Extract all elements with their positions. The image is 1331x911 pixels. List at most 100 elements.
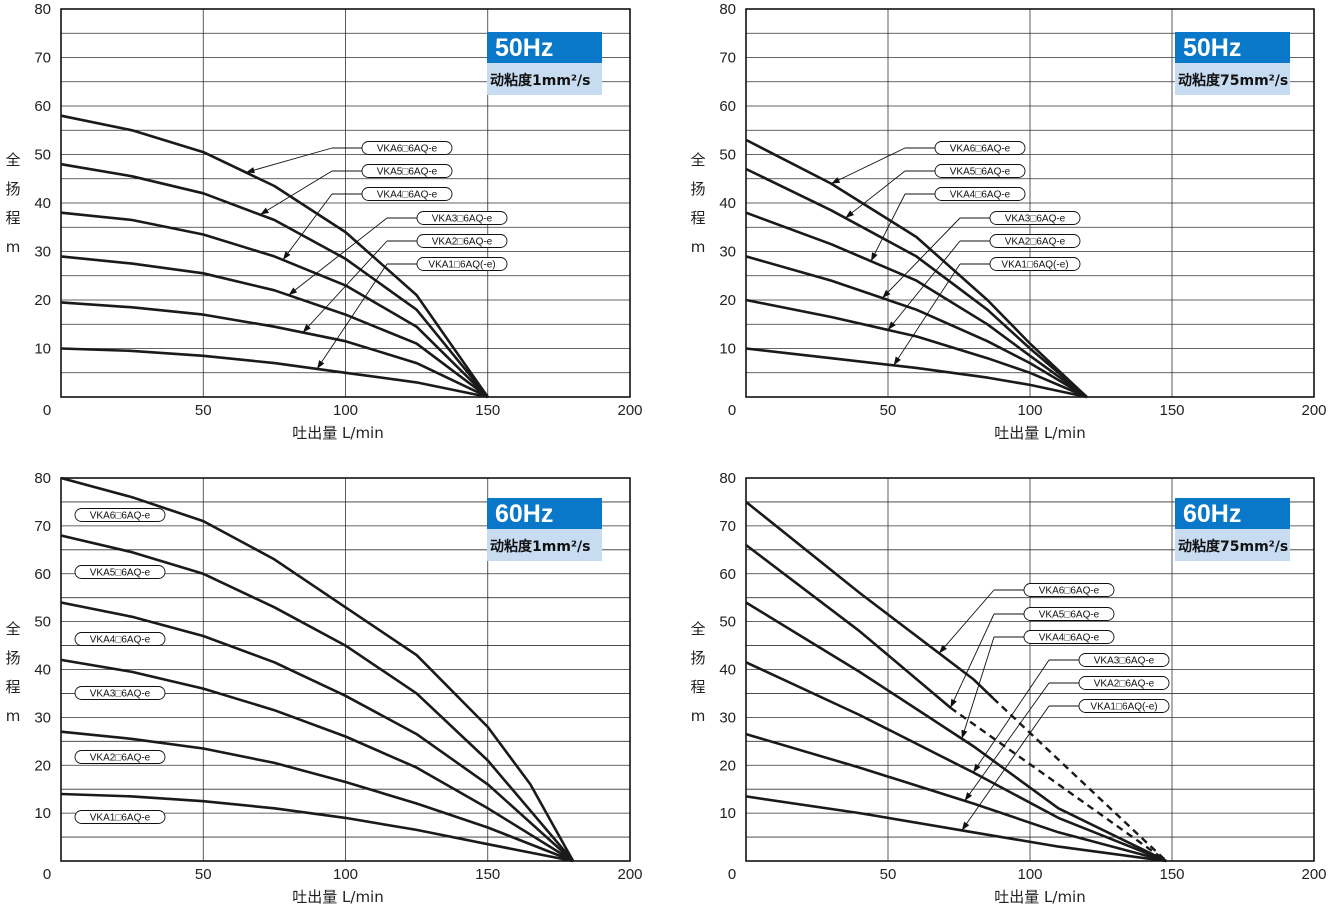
series-label: VKA3□6AQ-e bbox=[432, 214, 493, 225]
y-tick-label: 10 bbox=[34, 805, 51, 822]
y-axis-title-char: 程 bbox=[690, 678, 705, 696]
leader-line bbox=[881, 217, 961, 299]
curve-1 bbox=[745, 795, 1167, 863]
badge-frequency: 50Hz bbox=[1183, 34, 1241, 62]
x-axis-title: 吐出量 L/min bbox=[292, 888, 383, 906]
chart-panel-top-left: 10 20 30 40 50 60 70 80 0 50 100 150 200 吐出量 L/min 全扬程… bbox=[5, 1, 642, 442]
curve-1 bbox=[60, 347, 489, 399]
x-tick-label: 200 bbox=[1301, 866, 1326, 883]
series-label: VKA4□6AQ-e bbox=[950, 190, 1011, 201]
y-tick-label: 50 bbox=[719, 614, 736, 631]
leader-line bbox=[302, 240, 388, 333]
series-label: VKA2□6AQ-e bbox=[1094, 679, 1155, 690]
series-label-pill bbox=[74, 508, 166, 522]
series-label: VKA3□6AQ-e bbox=[1005, 214, 1066, 225]
y-axis-title-char: 扬 bbox=[690, 180, 705, 198]
y-tick-label: 20 bbox=[719, 292, 736, 309]
leader-line bbox=[893, 263, 961, 366]
y-tick-label: 80 bbox=[719, 470, 736, 487]
badge-viscosity: 动粘度75mm²/s bbox=[1178, 538, 1288, 555]
arrowhead bbox=[964, 792, 973, 801]
arrowhead bbox=[973, 763, 981, 773]
x-tick-label: 0 bbox=[43, 866, 51, 883]
y-axis-title-char: m bbox=[691, 238, 706, 256]
leader-line bbox=[950, 613, 995, 708]
arrowhead bbox=[961, 821, 970, 831]
x-tick-label: 0 bbox=[728, 402, 736, 419]
arrowhead bbox=[882, 289, 891, 299]
curve-1 bbox=[745, 347, 1088, 399]
y-tick-label: 20 bbox=[719, 757, 736, 774]
arrowhead bbox=[302, 324, 311, 333]
series-label: VKA5□6AQ-e bbox=[950, 167, 1011, 178]
x-tick-label: 200 bbox=[1301, 402, 1326, 419]
y-axis-title-char: m bbox=[6, 707, 21, 725]
curve-6 bbox=[745, 138, 1088, 398]
series-label: VKA2□6AQ-e bbox=[90, 753, 151, 764]
series-label: VKA5□6AQ-e bbox=[377, 167, 438, 178]
chart-panel-bottom-right: 10 20 30 40 50 60 70 80 0 50 100 150 200 吐出量 L/min 全扬程… bbox=[690, 470, 1326, 906]
y-tick-label: 10 bbox=[719, 805, 736, 822]
y-tick-label: 60 bbox=[719, 566, 736, 583]
plot-frame bbox=[745, 477, 1315, 862]
y-axis-title-char: 扬 bbox=[5, 180, 20, 198]
y-tick-label: 80 bbox=[34, 1, 51, 18]
y-axis-title-char: 全 bbox=[690, 620, 705, 638]
badge-frequency-box bbox=[1175, 498, 1290, 529]
arrowhead bbox=[961, 729, 968, 739]
y-tick-label: 80 bbox=[719, 1, 736, 18]
leader-line bbox=[961, 705, 1050, 831]
x-tick-label: 150 bbox=[475, 866, 500, 883]
series-label-pill bbox=[74, 632, 166, 646]
badge-frequency: 60Hz bbox=[1183, 500, 1241, 528]
series-label: VKA5□6AQ-e bbox=[90, 568, 151, 579]
arrowhead bbox=[870, 252, 878, 262]
series-label: VKA1□6AQ(-e) bbox=[1090, 702, 1157, 713]
curve-1 bbox=[60, 792, 574, 863]
arrowhead bbox=[260, 207, 269, 215]
series-label: VKA6□6AQ-e bbox=[377, 144, 438, 155]
x-tick-label: 100 bbox=[333, 866, 358, 883]
y-axis-title-char: 程 bbox=[690, 209, 705, 227]
y-tick-label: 20 bbox=[34, 292, 51, 309]
plot-frame bbox=[745, 8, 1315, 398]
badge-viscosity-box bbox=[1175, 529, 1290, 561]
badge-viscosity: 动粘度1mm²/s bbox=[490, 538, 591, 555]
curve-4 bbox=[745, 601, 1167, 863]
leader-line bbox=[870, 193, 906, 262]
series-label: VKA6□6AQ-e bbox=[1039, 586, 1100, 597]
curve-2 bbox=[745, 298, 1088, 399]
x-tick-label: 100 bbox=[1017, 402, 1042, 419]
y-tick-label: 30 bbox=[719, 709, 736, 726]
y-tick-label: 50 bbox=[34, 147, 51, 164]
y-tick-label: 50 bbox=[719, 147, 736, 164]
y-tick-label: 70 bbox=[34, 518, 51, 535]
badge-frequency: 50Hz bbox=[495, 34, 553, 62]
arrowhead bbox=[888, 321, 896, 330]
plot-frame bbox=[60, 477, 631, 862]
arrowhead bbox=[950, 698, 957, 708]
x-axis-title: 吐出量 L/min bbox=[994, 888, 1085, 906]
curve-5 bbox=[60, 534, 575, 862]
series-label: VKA2□6AQ-e bbox=[432, 237, 493, 248]
y-axis-title-char: 程 bbox=[5, 209, 20, 227]
x-axis-title: 吐出量 L/min bbox=[994, 424, 1085, 442]
curve-6 bbox=[745, 500, 995, 700]
y-axis-title-char: 扬 bbox=[5, 649, 20, 667]
arrowhead bbox=[245, 167, 255, 174]
leader-line bbox=[964, 682, 1050, 802]
y-tick-label: 40 bbox=[34, 195, 51, 212]
y-axis-title-char: 扬 bbox=[690, 649, 705, 667]
curve-4 bbox=[60, 601, 574, 862]
series-label: VKA4□6AQ-e bbox=[1039, 633, 1100, 644]
y-tick-label: 30 bbox=[34, 244, 51, 261]
x-tick-label: 0 bbox=[43, 402, 51, 419]
leader-line bbox=[282, 193, 333, 261]
badge-viscosity-box bbox=[487, 63, 602, 95]
curve-6 bbox=[60, 114, 489, 398]
y-tick-label: 40 bbox=[34, 662, 51, 679]
y-tick-label: 10 bbox=[34, 341, 51, 358]
leader-line bbox=[316, 263, 388, 370]
x-tick-label: 50 bbox=[880, 402, 897, 419]
